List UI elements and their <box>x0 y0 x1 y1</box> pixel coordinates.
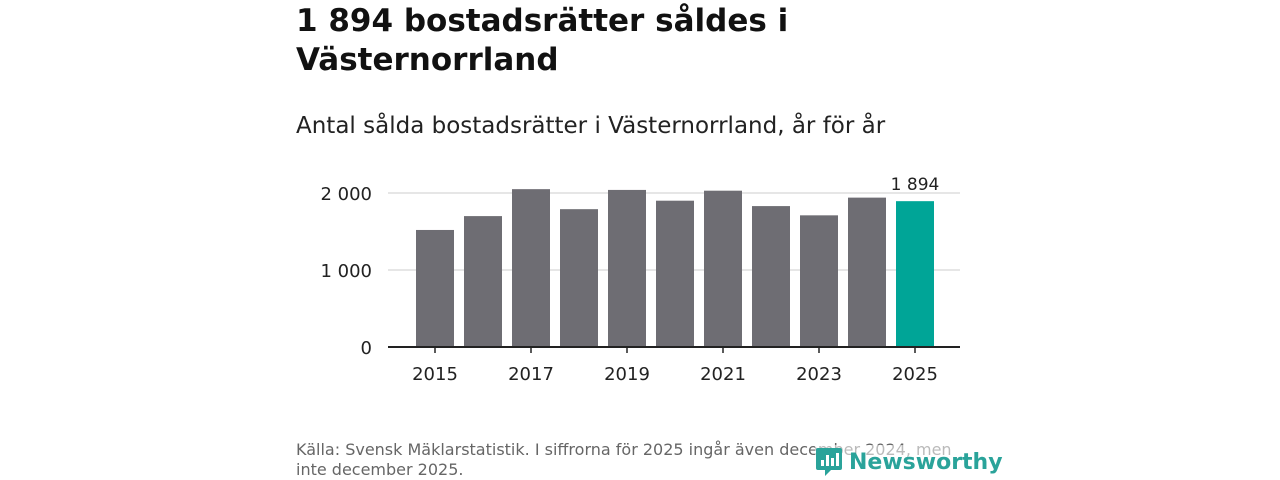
bar-2019 <box>608 189 646 347</box>
x-tick-label-2021: 2021 <box>700 364 746 385</box>
source-note: Källa: Svensk Mäklarstatistik. I siffror… <box>296 440 952 479</box>
x-tick-label-2015: 2015 <box>412 364 458 385</box>
x-tick-label-2025: 2025 <box>892 364 938 385</box>
newsworthy-logo: Newsworthy <box>815 445 1003 479</box>
chart-title: 1 894 bostadsrätter såldes i Västernorrl… <box>296 3 789 78</box>
bar-2018 <box>560 209 598 347</box>
x-tick-label-2023: 2023 <box>796 364 842 385</box>
bar-2025 <box>896 201 934 347</box>
y-tick-label-1: 1 000 <box>320 261 372 282</box>
bar-value-label: 1 894 <box>891 175 940 195</box>
chart-subtitle: Antal sålda bostadsrätter i Västernorrla… <box>296 113 886 139</box>
bar-2015 <box>416 229 454 347</box>
bar-2024 <box>848 197 886 347</box>
bar-2017 <box>512 189 550 347</box>
y-tick-label-0: 0 <box>361 338 372 359</box>
bar-2023 <box>800 215 838 347</box>
y-tick-label-2: 2 000 <box>320 184 372 205</box>
bar-2020 <box>656 200 694 347</box>
x-tick-label-2017: 2017 <box>508 364 554 385</box>
bar-2021 <box>704 190 742 347</box>
x-tick-label-2019: 2019 <box>604 364 650 385</box>
bar-2022 <box>752 206 790 347</box>
newsworthy-logo-text: Newsworthy <box>849 449 1003 475</box>
newsworthy-logo-icon <box>816 448 842 476</box>
bar-2016 <box>464 216 502 347</box>
